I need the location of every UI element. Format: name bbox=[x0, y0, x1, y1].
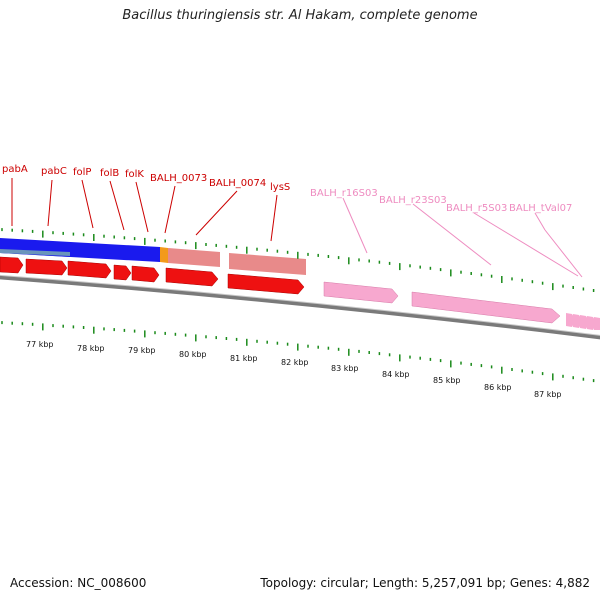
leader-line bbox=[47, 179, 53, 227]
scale-label: 84 kbp bbox=[382, 370, 410, 379]
scale-label: 85 kbp bbox=[433, 376, 461, 385]
leader-line bbox=[342, 197, 368, 254]
band-blue bbox=[0, 238, 160, 262]
genome-backbone bbox=[0, 275, 600, 340]
gene-label-folK: folK bbox=[125, 169, 144, 180]
tick-row-lower bbox=[1, 321, 595, 383]
scale-label: 87 kbp bbox=[534, 390, 562, 399]
gene-label-BALH_r16S03: BALH_r16S03 bbox=[310, 188, 378, 199]
scale-label: 78 kbp bbox=[77, 344, 105, 353]
accession-text: Accession: NC_008600 bbox=[10, 576, 147, 590]
scale-label: 83 kbp bbox=[331, 364, 359, 373]
rna-arrow bbox=[594, 317, 600, 330]
gene-label-BALH_0073: BALH_0073 bbox=[150, 173, 207, 184]
rna-features bbox=[323, 281, 600, 330]
genome-summary-text: Topology: circular; Length: 5,257,091 bp… bbox=[260, 576, 590, 590]
cds-arrow bbox=[25, 258, 68, 276]
leader-line bbox=[412, 203, 492, 266]
gene-label-BALH_r23S03: BALH_r23S03 bbox=[379, 195, 447, 206]
leader-line bbox=[109, 180, 125, 231]
leader-line bbox=[195, 190, 238, 236]
band-steel-inner bbox=[0, 249, 70, 256]
cds-arrow bbox=[0, 256, 24, 274]
leader-lines bbox=[11, 178, 583, 278]
cds-arrow bbox=[227, 273, 305, 295]
cds-arrow bbox=[131, 265, 160, 283]
leader-line bbox=[270, 194, 278, 242]
leader-line bbox=[81, 179, 94, 229]
leader-line bbox=[473, 212, 579, 277]
feature-band bbox=[0, 238, 306, 275]
gene-label-BALH_tVal07: BALH_tVal07 bbox=[509, 203, 572, 214]
cds-features bbox=[0, 256, 305, 295]
leader-line bbox=[164, 185, 176, 234]
cds-arrow bbox=[165, 267, 219, 287]
tick-row-upper bbox=[1, 228, 595, 292]
cds-arrow bbox=[67, 260, 112, 279]
gene-label-BALH_0074: BALH_0074 bbox=[209, 178, 266, 189]
scale-label: 82 kbp bbox=[281, 358, 309, 367]
gene-label-folP: folP bbox=[73, 167, 91, 178]
leader-line bbox=[534, 212, 546, 231]
gene-label-folB: folB bbox=[100, 168, 119, 179]
leader-line bbox=[135, 181, 149, 233]
scale-labels: 77 kbp 78 kbp 79 kbp 80 kbp 81 kbp 82 kb… bbox=[26, 340, 562, 399]
gene-label-pabA: pabA bbox=[2, 164, 28, 175]
scale-label: 77 kbp bbox=[26, 340, 54, 349]
gene-labels: pabA pabC folP folB folK BALH_0073 BALH_… bbox=[2, 164, 572, 214]
gene-label-pabC: pabC bbox=[41, 166, 67, 177]
gene-label-BALH_r5S03: BALH_r5S03 bbox=[446, 203, 507, 214]
gene-label-lysS: lysS bbox=[270, 182, 290, 193]
rna-arrow bbox=[411, 291, 561, 324]
band-orange bbox=[160, 247, 168, 263]
scale-label: 80 kbp bbox=[179, 350, 207, 359]
scale-label: 81 kbp bbox=[230, 354, 258, 363]
genome-backbone-highlight bbox=[0, 274, 600, 336]
scale-label: 79 kbp bbox=[128, 346, 156, 355]
band-salmon-2 bbox=[229, 253, 306, 275]
cds-arrow bbox=[113, 264, 132, 281]
band-salmon-1 bbox=[168, 248, 220, 267]
rna-arrow bbox=[323, 281, 399, 304]
leader-line bbox=[544, 229, 583, 278]
page-title: Bacillus thuringiensis str. Al Hakam, co… bbox=[122, 8, 478, 23]
scale-label: 86 kbp bbox=[484, 383, 512, 392]
